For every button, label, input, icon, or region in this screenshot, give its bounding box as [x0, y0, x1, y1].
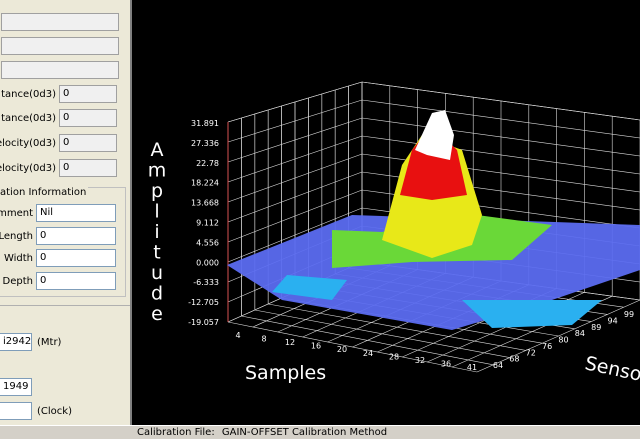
y-tick-label: 9.112 — [196, 219, 219, 228]
y-title-letter: d — [151, 283, 163, 305]
plot-background — [132, 0, 640, 425]
field-input[interactable]: 0 — [59, 159, 117, 177]
field-input[interactable]: Nil — [36, 204, 116, 222]
field-label: tance(0d3) — [1, 88, 56, 100]
unit-label: (Mtr) — [37, 336, 62, 348]
form-row — [0, 12, 119, 32]
form-row: elocity(0d3) 0 — [0, 158, 117, 178]
y-title-letter: e — [151, 303, 163, 325]
x-tick-label: 32 — [415, 356, 425, 365]
field-label: elocity(0d3) — [0, 162, 56, 174]
y-tick-label: 31.891 — [191, 119, 219, 128]
x-tick-label: 41 — [467, 363, 477, 372]
field-input[interactable]: 0 — [36, 272, 116, 290]
grid-line — [227, 171, 363, 223]
y-tick-label: -19.057 — [188, 318, 219, 327]
y-title-letter: t — [153, 242, 160, 264]
y-tick-label: 22.78 — [196, 159, 219, 168]
field-input[interactable]: 0 — [36, 227, 116, 245]
z-tick-label: 80 — [558, 336, 568, 345]
z-tick-label: 76 — [542, 342, 552, 351]
grid-line — [476, 299, 640, 373]
form-row — [0, 36, 119, 56]
form-row: elocity(0d3) 0 — [0, 133, 117, 153]
y-title-letter: u — [151, 262, 163, 284]
z-tick-label: 94 — [608, 316, 618, 325]
field-label: l Width — [0, 252, 33, 264]
x-tick-label: 28 — [389, 352, 399, 361]
y-tick-label: 27.336 — [191, 139, 219, 148]
y-tick-label: -12.705 — [188, 298, 219, 307]
x-tick-label: 16 — [311, 342, 321, 351]
field-label: elocity(0d3) — [0, 137, 56, 149]
field-input[interactable]: 0 — [36, 249, 116, 267]
form-row: tance(0d3) 0 — [0, 84, 117, 104]
form-row: 1949 — [0, 377, 32, 397]
form-panel: tance(0d3) 0 tance(0d3) 0 elocity(0d3) 0 eloci… — [0, 0, 132, 425]
group-title: ation Information — [0, 187, 89, 198]
field-label: Length — [0, 230, 33, 242]
y-tick-label: 4.556 — [196, 238, 219, 247]
x-tick-label: 4 — [235, 331, 240, 340]
field-input[interactable] — [1, 13, 119, 31]
field-input[interactable] — [1, 61, 119, 79]
z-tick-label: 89 — [591, 323, 601, 332]
form-row — [0, 60, 119, 80]
field-input[interactable] — [0, 402, 32, 420]
form-row: l Width 0 — [0, 248, 116, 268]
z-tick-label: 84 — [575, 329, 585, 338]
y-tick-label: 0.000 — [196, 258, 219, 267]
field-input[interactable]: 0 — [59, 134, 117, 152]
grid-line — [227, 189, 363, 243]
form-row: tance(0d3) 0 — [0, 108, 117, 128]
x-tick-label: 20 — [337, 345, 347, 354]
status-label: Calibration File: — [137, 427, 215, 438]
z-tick-label: 64 — [493, 361, 503, 370]
field-input[interactable]: 0 — [59, 85, 117, 103]
x-axis-title: Samples — [245, 362, 326, 384]
grid-line — [227, 81, 363, 123]
status-value: GAIN-OFFSET Calibration Method — [221, 427, 388, 438]
form-row: (Clock) — [0, 401, 72, 421]
field-label: omment — [0, 207, 33, 219]
form-row: i2942 (Mtr) — [0, 332, 61, 352]
z-tick-label: 68 — [509, 355, 519, 364]
x-tick-label: 8 — [261, 335, 266, 344]
y-tick-label: -6.333 — [193, 278, 219, 287]
status-bar: Calibration File: GAIN-OFFSET Calibratio… — [0, 425, 640, 439]
field-input[interactable] — [1, 37, 119, 55]
field-input[interactable]: 0 — [59, 109, 117, 127]
y-title-letter: i — [154, 221, 159, 243]
form-row: l Depth 0 — [0, 271, 116, 291]
x-tick-label: 12 — [285, 338, 295, 347]
field-label: tance(0d3) — [1, 112, 56, 124]
field-input[interactable]: i2942 — [0, 333, 32, 351]
grid-line — [361, 81, 640, 121]
grid-line — [227, 207, 363, 263]
x-tick-label: 36 — [441, 359, 451, 368]
y-title-letter: A — [151, 139, 164, 161]
field-input[interactable]: 1949 — [0, 378, 32, 396]
y-tick-label: 18.224 — [191, 179, 219, 188]
z-tick-label: 99 — [624, 310, 634, 319]
y-title-letter: m — [148, 160, 167, 182]
y-title-letter: l — [154, 201, 159, 223]
surface — [227, 110, 640, 330]
form-row: ommentNil — [0, 203, 116, 223]
unit-label: (Clock) — [37, 405, 72, 417]
y-tick-label: 13.668 — [191, 199, 219, 208]
y-title-letter: p — [151, 180, 163, 202]
x-tick-label: 24 — [363, 349, 373, 358]
form-row: Length 0 — [0, 226, 116, 246]
field-label: l Depth — [0, 275, 33, 287]
z-tick-label: 72 — [526, 348, 536, 357]
separator — [0, 305, 130, 306]
